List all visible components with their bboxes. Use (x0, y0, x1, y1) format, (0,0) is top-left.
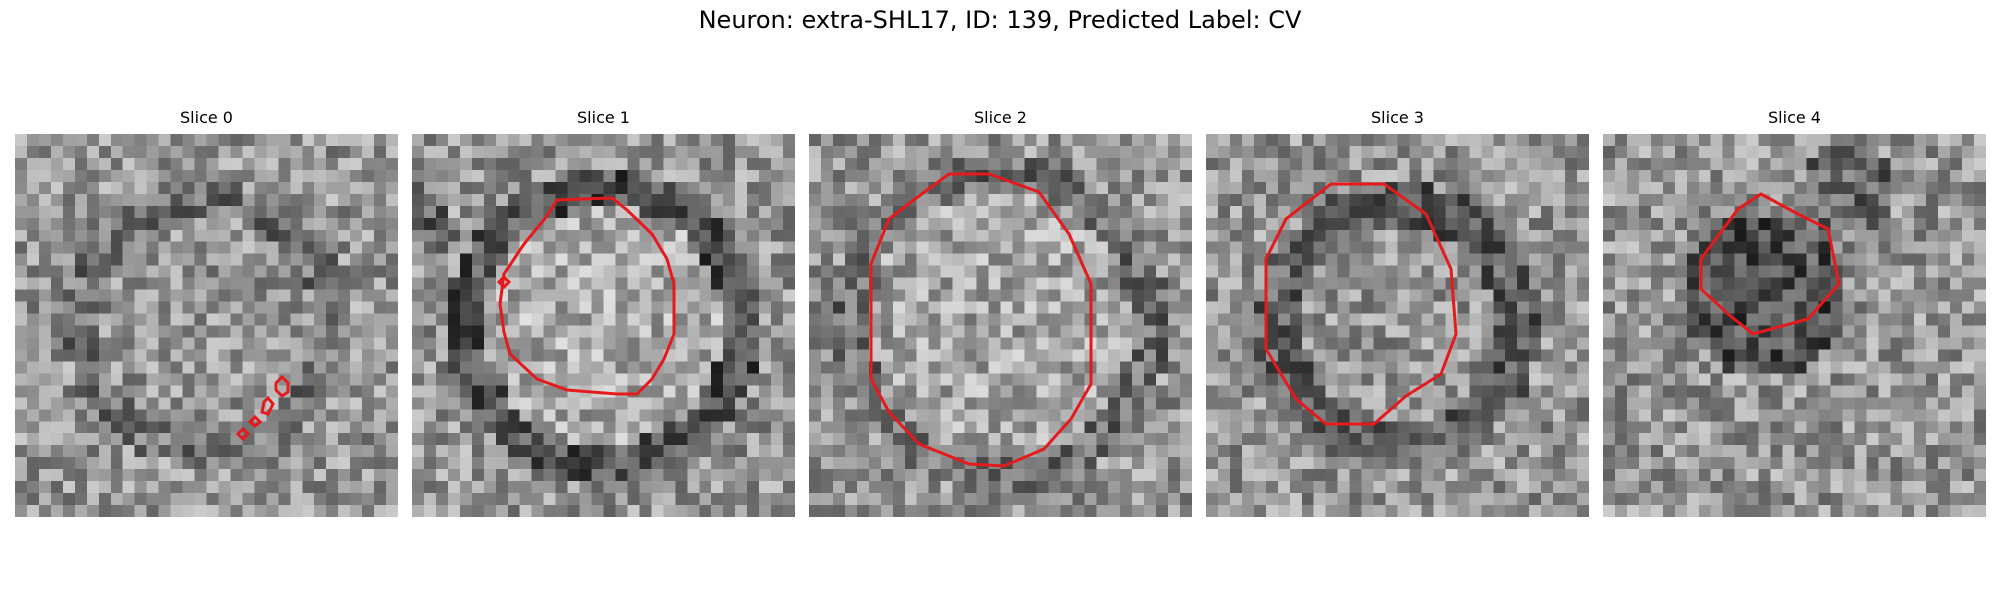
contour-overlay-1 (496, 196, 676, 396)
contour-overlay-2 (869, 172, 1093, 468)
figure-title: Neuron: extra-SHL17, ID: 139, Predicted … (698, 6, 1302, 34)
slice-image-0 (15, 134, 398, 517)
slice-panel-3: Slice 3 (1206, 108, 1589, 517)
contour-outline (869, 172, 1093, 468)
slice-title-4: Slice 4 (1768, 108, 1821, 127)
contour-fragment (235, 426, 251, 442)
contour-outline (498, 196, 676, 396)
contour-overlay-0 (235, 374, 290, 442)
slice-title-2: Slice 2 (974, 108, 1027, 127)
contour-overlay-4 (1699, 192, 1841, 336)
contour-fragment (260, 395, 275, 416)
slice-panel-2: Slice 2 (809, 108, 1192, 517)
slice-panel-0: Slice 0 (15, 108, 398, 517)
slice-image-2 (809, 134, 1192, 517)
contour-fragment (274, 374, 290, 398)
slice-panel-4: Slice 4 (1603, 108, 1986, 517)
slice-image-3 (1206, 134, 1589, 517)
contour-outline (1264, 182, 1458, 426)
contour-outline (1699, 192, 1841, 336)
contour-fragment (496, 274, 512, 290)
slice-title-1: Slice 1 (577, 108, 630, 127)
contour-fragment (247, 414, 263, 428)
slice-title-0: Slice 0 (180, 108, 233, 127)
slice-panel-1: Slice 1 (412, 108, 795, 517)
contour-overlay-3 (1264, 182, 1458, 426)
slice-title-3: Slice 3 (1371, 108, 1424, 127)
slice-image-4 (1603, 134, 1986, 517)
